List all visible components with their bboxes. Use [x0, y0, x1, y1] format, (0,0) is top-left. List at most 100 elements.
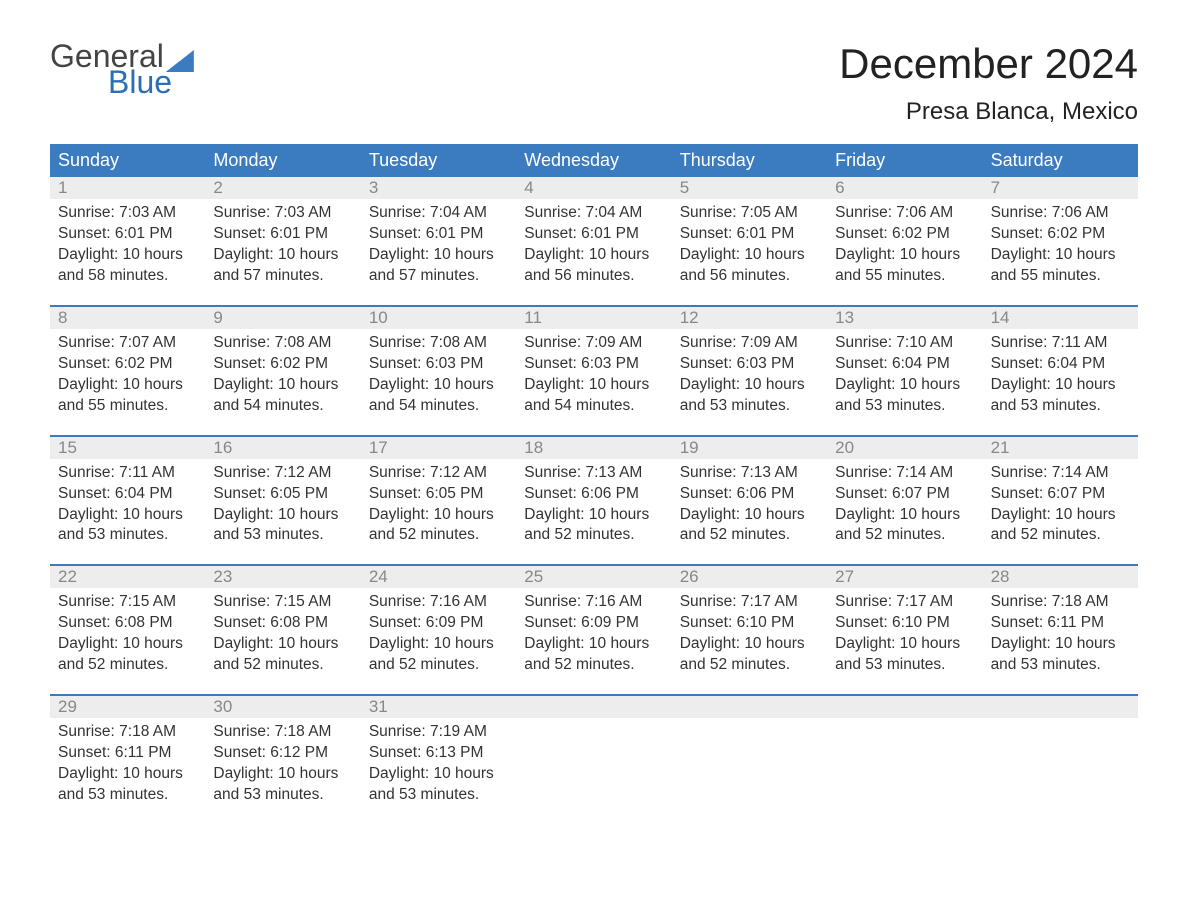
- sunset-line: Sunset: 6:07 PM: [991, 484, 1130, 505]
- sunrise-line: Sunrise: 7:05 AM: [680, 203, 819, 224]
- day-details: Sunrise: 7:14 AMSunset: 6:07 PMDaylight:…: [827, 459, 982, 547]
- day-details: Sunrise: 7:15 AMSunset: 6:08 PMDaylight:…: [50, 588, 205, 676]
- day-cell: 27Sunrise: 7:17 AMSunset: 6:10 PMDayligh…: [827, 566, 982, 676]
- week-row: 29 Sunrise: 7:18 AM Sunset: 6:11 PM Dayligh…: [50, 694, 1138, 824]
- d1-line: Daylight: 10 hours: [58, 245, 197, 266]
- day-cell: 22Sunrise: 7:15 AMSunset: 6:08 PMDayligh…: [50, 566, 205, 676]
- d1-line: Daylight: 10 hours: [991, 634, 1130, 655]
- day-cell: 1Sunrise: 7:03 AMSunset: 6:01 PMDaylight…: [50, 177, 205, 287]
- d1-line: Daylight: 10 hours: [524, 375, 663, 396]
- d2-line: and 56 minutes.: [524, 266, 663, 287]
- sunrise-line: Sunrise: 7:11 AM: [991, 333, 1130, 354]
- day-number: 8: [58, 308, 67, 328]
- day-details: Sunrise: 7:12 AMSunset: 6:05 PMDaylight:…: [361, 459, 516, 547]
- day-number-bar: [516, 696, 671, 718]
- d2-line: and 54 minutes.: [369, 396, 508, 417]
- sunrise-line: Sunrise: 7:14 AM: [835, 463, 974, 484]
- sunrise-line: Sunrise: 7:06 AM: [991, 203, 1130, 224]
- day-cell: 30Sunrise: 7:18 AMSunset: 6:12 PMDayligh…: [205, 696, 360, 806]
- day-details: Sunrise: 7:06 AMSunset: 6:02 PMDaylight:…: [827, 199, 982, 287]
- d1-line: Daylight: 10 hours: [524, 245, 663, 266]
- day-cell: [983, 696, 1138, 806]
- day-number-bar: 26: [672, 566, 827, 588]
- d2-line: and 53 minutes.: [58, 525, 197, 546]
- sunrise-line: Sunrise: 7:03 AM: [58, 203, 197, 224]
- weekday-header: Thursday: [672, 144, 827, 177]
- day-number-bar: 27: [827, 566, 982, 588]
- sunrise-line: Sunrise: 7:12 AM: [369, 463, 508, 484]
- day-cell: [672, 696, 827, 806]
- day-details: Sunrise: 7:09 AMSunset: 6:03 PMDaylight:…: [516, 329, 671, 417]
- weekday-header: Tuesday: [361, 144, 516, 177]
- d2-line: and 53 minutes.: [369, 785, 508, 806]
- day-details: Sunrise: 7:04 AMSunset: 6:01 PMDaylight:…: [361, 199, 516, 287]
- d1-line: Daylight: 10 hours: [369, 375, 508, 396]
- sunset-line: Sunset: 6:04 PM: [991, 354, 1130, 375]
- d2-line: and 53 minutes.: [213, 785, 352, 806]
- day-number: 7: [991, 178, 1000, 198]
- day-number: 19: [680, 438, 699, 458]
- sunrise-line: Sunrise: 7:18 AM: [213, 722, 352, 743]
- day-cell: 19Sunrise: 7:13 AMSunset: 6:06 PMDayligh…: [672, 437, 827, 547]
- day-details: Sunrise: 7:18 AMSunset: 6:12 PMDaylight:…: [205, 718, 360, 806]
- d1-line: Daylight: 10 hours: [58, 375, 197, 396]
- d2-line: and 54 minutes.: [213, 396, 352, 417]
- sunrise-line: Sunrise: 7:10 AM: [835, 333, 974, 354]
- sunrise-line: Sunrise: 7:08 AM: [369, 333, 508, 354]
- sunset-line: Sunset: 6:08 PM: [213, 613, 352, 634]
- d2-line: and 57 minutes.: [213, 266, 352, 287]
- d2-line: and 56 minutes.: [680, 266, 819, 287]
- day-number: 25: [524, 567, 543, 587]
- d2-line: and 52 minutes.: [58, 655, 197, 676]
- sunset-line: Sunset: 6:11 PM: [58, 743, 197, 764]
- sunset-line: Sunset: 6:02 PM: [58, 354, 197, 375]
- day-cell: [516, 696, 671, 806]
- day-cell: 20Sunrise: 7:14 AMSunset: 6:07 PMDayligh…: [827, 437, 982, 547]
- day-details: Sunrise: 7:10 AMSunset: 6:04 PMDaylight:…: [827, 329, 982, 417]
- d1-line: Daylight: 10 hours: [680, 375, 819, 396]
- day-cell: 16Sunrise: 7:12 AMSunset: 6:05 PMDayligh…: [205, 437, 360, 547]
- d1-line: Daylight: 10 hours: [680, 634, 819, 655]
- day-number: 29: [58, 697, 77, 717]
- day-cell: 29Sunrise: 7:18 AMSunset: 6:11 PMDayligh…: [50, 696, 205, 806]
- day-number: 28: [991, 567, 1010, 587]
- day-cell: 17Sunrise: 7:12 AMSunset: 6:05 PMDayligh…: [361, 437, 516, 547]
- day-number-bar: 8: [50, 307, 205, 329]
- day-number-bar: 17: [361, 437, 516, 459]
- day-number-bar: 22: [50, 566, 205, 588]
- weeks-container: 1Sunrise: 7:03 AMSunset: 6:01 PMDaylight…: [50, 177, 1138, 824]
- day-cell: 3Sunrise: 7:04 AMSunset: 6:01 PMDaylight…: [361, 177, 516, 287]
- sunset-line: Sunset: 6:02 PM: [213, 354, 352, 375]
- sunrise-line: Sunrise: 7:09 AM: [680, 333, 819, 354]
- day-number: 30: [213, 697, 232, 717]
- d2-line: and 52 minutes.: [524, 525, 663, 546]
- sunset-line: Sunset: 6:05 PM: [369, 484, 508, 505]
- day-number-bar: 2: [205, 177, 360, 199]
- day-cell: 28Sunrise: 7:18 AMSunset: 6:11 PMDayligh…: [983, 566, 1138, 676]
- day-details: Sunrise: 7:15 AMSunset: 6:08 PMDaylight:…: [205, 588, 360, 676]
- day-number: 16: [213, 438, 232, 458]
- day-number: 24: [369, 567, 388, 587]
- d1-line: Daylight: 10 hours: [524, 505, 663, 526]
- day-details: Sunrise: 7:16 AMSunset: 6:09 PMDaylight:…: [516, 588, 671, 676]
- day-cell: 11Sunrise: 7:09 AMSunset: 6:03 PMDayligh…: [516, 307, 671, 417]
- d1-line: Daylight: 10 hours: [58, 634, 197, 655]
- d2-line: and 57 minutes.: [369, 266, 508, 287]
- sunrise-line: Sunrise: 7:18 AM: [991, 592, 1130, 613]
- sunset-line: Sunset: 6:03 PM: [680, 354, 819, 375]
- sunrise-line: Sunrise: 7:03 AM: [213, 203, 352, 224]
- day-details: Sunrise: 7:13 AMSunset: 6:06 PMDaylight:…: [516, 459, 671, 547]
- d2-line: and 55 minutes.: [991, 266, 1130, 287]
- day-details: Sunrise: 7:03 AMSunset: 6:01 PMDaylight:…: [205, 199, 360, 287]
- sunset-line: Sunset: 6:04 PM: [58, 484, 197, 505]
- day-cell: 10Sunrise: 7:08 AMSunset: 6:03 PMDayligh…: [361, 307, 516, 417]
- day-cell: 12Sunrise: 7:09 AMSunset: 6:03 PMDayligh…: [672, 307, 827, 417]
- sunset-line: Sunset: 6:08 PM: [58, 613, 197, 634]
- d1-line: Daylight: 10 hours: [835, 245, 974, 266]
- d1-line: Daylight: 10 hours: [369, 764, 508, 785]
- day-details: Sunrise: 7:04 AMSunset: 6:01 PMDaylight:…: [516, 199, 671, 287]
- sunrise-line: Sunrise: 7:09 AM: [524, 333, 663, 354]
- d1-line: Daylight: 10 hours: [524, 634, 663, 655]
- weekday-header: Saturday: [983, 144, 1138, 177]
- d2-line: and 55 minutes.: [58, 396, 197, 417]
